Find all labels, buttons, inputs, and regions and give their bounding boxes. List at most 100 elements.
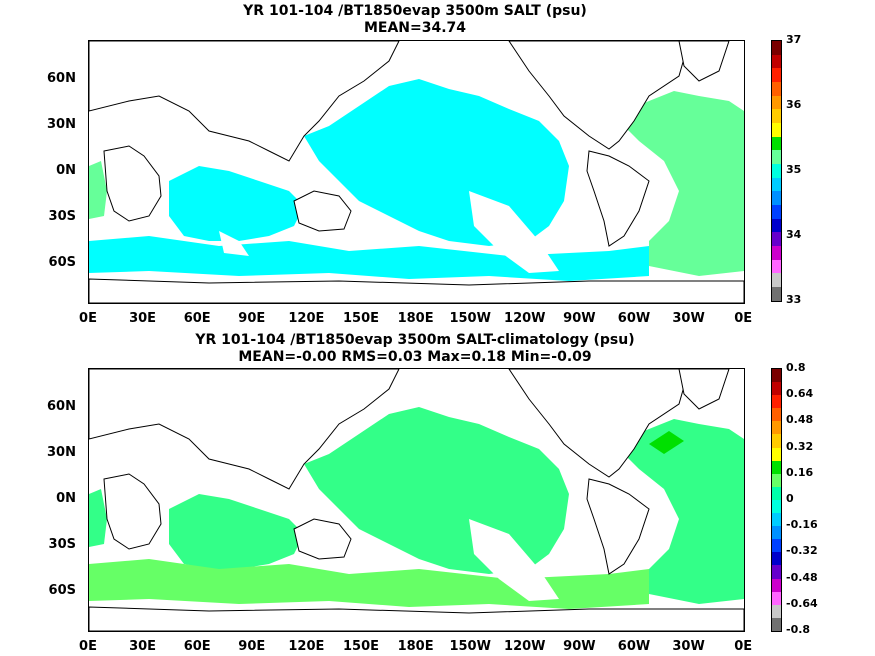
bottom-colorbar-swatch bbox=[772, 369, 781, 383]
top-colorbar bbox=[771, 40, 782, 302]
top-colorbar-swatch bbox=[772, 259, 781, 274]
top-atlantic-fill bbox=[614, 91, 744, 276]
top-colorbar-tick: 34 bbox=[786, 228, 802, 241]
bottom-map-svg bbox=[89, 369, 744, 631]
top-colorbar-swatch bbox=[772, 41, 781, 55]
bottom-lon-label: 120W bbox=[504, 639, 546, 654]
bottom-colorbar-tick: 0.32 bbox=[786, 439, 814, 453]
top-colorbar-swatch bbox=[772, 109, 781, 124]
bottom-greenland bbox=[678, 369, 730, 410]
top-lat-label: 30N bbox=[47, 117, 76, 132]
top-lon-label: 30W bbox=[672, 311, 705, 326]
bottom-southern-fill bbox=[89, 559, 649, 609]
top-colorbar-swatch bbox=[772, 123, 781, 137]
bottom-lat-label: 30S bbox=[48, 537, 76, 552]
top-colorbar-tick: 35 bbox=[786, 163, 802, 176]
bottom-colorbar-tick: -0.64 bbox=[786, 596, 818, 610]
top-antarctica bbox=[89, 278, 744, 303]
top-title: YR 101-104 /BT1850evap 3500m SALT (psu) bbox=[243, 3, 587, 19]
bottom-colorbar-tick: 0.16 bbox=[786, 465, 814, 479]
top-colorbar-swatch bbox=[772, 54, 781, 69]
bottom-colorbar-tick: 0.8 bbox=[786, 361, 806, 374]
top-colorbar-swatch bbox=[772, 287, 781, 301]
bottom-ridge-gap bbox=[469, 519, 559, 601]
top-ridge-gap bbox=[469, 191, 559, 273]
top-land bbox=[89, 41, 744, 303]
top-lat-label: 0N bbox=[56, 163, 76, 178]
top-map-svg bbox=[89, 41, 744, 303]
bottom-lon-label: 150W bbox=[449, 639, 491, 654]
bottom-colorbar-swatch bbox=[772, 447, 781, 461]
top-colorbar-swatch bbox=[772, 246, 781, 260]
bottom-africa bbox=[103, 473, 162, 550]
top-colorbar-swatch bbox=[772, 82, 781, 96]
bottom-lon-label: 180E bbox=[397, 639, 434, 654]
bottom-north-america bbox=[508, 369, 690, 478]
top-colorbar-swatch bbox=[772, 136, 781, 151]
top-lon-label: 120E bbox=[288, 311, 325, 326]
top-colorbar-tick: 36 bbox=[786, 98, 802, 111]
top-lon-label: 180E bbox=[397, 311, 434, 326]
bottom-colorbar-swatch bbox=[772, 473, 781, 487]
top-colorbar-tick: 37 bbox=[786, 33, 802, 46]
bottom-atlantic-fill bbox=[614, 419, 744, 604]
top-colorbar-tick: 33 bbox=[786, 293, 802, 306]
bottom-colorbar-tick: 0.64 bbox=[786, 387, 814, 401]
top-lon-label: 0E bbox=[79, 311, 97, 326]
top-colorbar-swatch bbox=[772, 218, 781, 233]
bottom-colorbar-swatch bbox=[772, 565, 781, 579]
bottom-colorbar-swatch bbox=[772, 552, 781, 566]
top-colorbar-swatch bbox=[772, 232, 781, 247]
top-south-america bbox=[586, 150, 650, 247]
top-lon-label: 0E bbox=[734, 311, 753, 326]
bottom-colorbar-tick: 0.48 bbox=[786, 413, 814, 427]
top-colorbar-swatch bbox=[772, 150, 781, 165]
top-colorbar-swatch bbox=[772, 177, 781, 192]
top-mean-label: MEAN=34.74 bbox=[363, 20, 467, 36]
bottom-atlantic-max-patch bbox=[649, 431, 684, 454]
bottom-ocean-fill bbox=[89, 407, 744, 609]
bottom-colorbar-tick: -0.32 bbox=[786, 544, 818, 558]
bottom-lat-label: 30N bbox=[47, 445, 76, 460]
bottom-title: YR 101-104 /BT1850evap 3500m SALT-climat… bbox=[195, 332, 635, 348]
top-lon-label: 30E bbox=[129, 311, 157, 326]
top-africa bbox=[103, 145, 162, 222]
bottom-colorbar-tick: 0 bbox=[786, 492, 794, 505]
top-colorbar-swatch bbox=[772, 205, 781, 219]
top-colorbar-swatch bbox=[772, 68, 781, 83]
bottom-colorbar-swatch bbox=[772, 382, 781, 396]
bottom-colorbar-swatch bbox=[772, 604, 781, 618]
bottom-colorbar bbox=[771, 368, 782, 632]
bottom-lon-label: 90E bbox=[238, 639, 266, 654]
bottom-lon-label: 90W bbox=[563, 639, 596, 654]
top-lon-label: 150E bbox=[342, 311, 380, 326]
bottom-antarctica bbox=[89, 606, 744, 631]
bottom-indian-fill bbox=[169, 494, 304, 569]
top-map bbox=[88, 40, 745, 304]
top-ridge-gap-2 bbox=[219, 231, 249, 256]
bottom-south-america bbox=[586, 478, 650, 575]
top-colorbar-swatch bbox=[772, 273, 781, 288]
top-lon-label: 90E bbox=[238, 311, 266, 326]
top-lat-label: 60N bbox=[47, 71, 76, 86]
top-indian-fill bbox=[169, 166, 304, 241]
bottom-colorbar-swatch bbox=[772, 578, 781, 592]
bottom-colorbar-swatch bbox=[772, 617, 781, 631]
bottom-colorbar-swatch bbox=[772, 408, 781, 422]
top-southern-fill bbox=[89, 236, 649, 281]
bottom-colorbar-swatch bbox=[772, 539, 781, 553]
bottom-lat-label: 60S bbox=[48, 583, 76, 598]
bottom-colorbar-swatch bbox=[772, 591, 781, 605]
bottom-lon-label: 60W bbox=[617, 639, 651, 654]
bottom-stats-label: MEAN=-0.00 RMS=0.03 Max=0.18 Min=-0.09 bbox=[238, 349, 592, 365]
bottom-lon-label: 0E bbox=[79, 639, 97, 654]
top-lat-label: 60S bbox=[48, 255, 76, 270]
top-australia bbox=[293, 190, 352, 232]
bottom-lon-label: 30W bbox=[672, 639, 705, 654]
top-ocean-fill bbox=[89, 79, 744, 281]
bottom-colorbar-swatch bbox=[772, 513, 781, 527]
top-colorbar-swatch bbox=[772, 95, 781, 110]
bottom-colorbar-swatch bbox=[772, 526, 781, 540]
bottom-map bbox=[88, 368, 745, 632]
top-lon-label: 150W bbox=[449, 311, 491, 326]
